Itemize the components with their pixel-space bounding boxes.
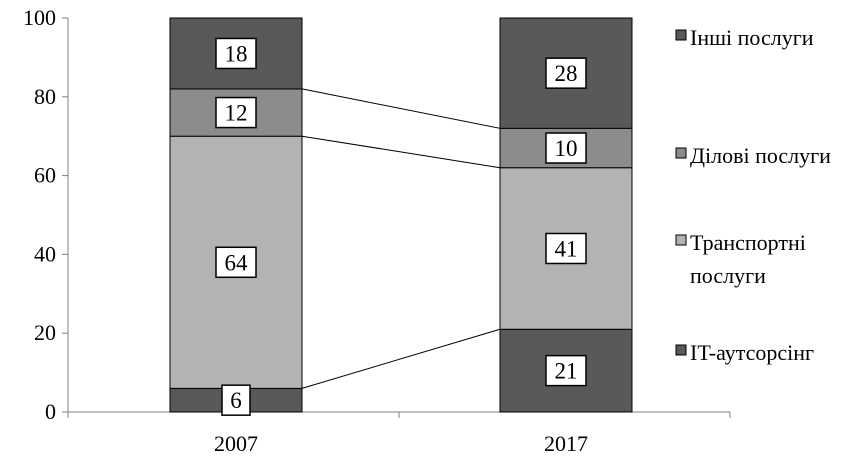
legend-swatch — [675, 344, 687, 356]
legend-swatch — [675, 234, 687, 246]
legend-label: Ділові послуги — [690, 143, 831, 168]
data-label: 10 — [555, 136, 578, 161]
y-tick-label: 60 — [34, 163, 56, 188]
x-tick-label: 2007 — [214, 431, 258, 455]
data-label: 6 — [230, 388, 242, 413]
legend-label: IT-аутсорсінг — [690, 340, 814, 365]
y-tick-label: 100 — [23, 5, 56, 30]
legend-swatch — [675, 29, 687, 41]
data-label-box — [545, 354, 587, 387]
data-label-box — [545, 232, 587, 265]
data-label: 64 — [225, 250, 249, 275]
y-tick-label: 40 — [34, 241, 56, 266]
y-tick-label: 80 — [34, 84, 56, 109]
data-label-box — [545, 57, 587, 89]
data-label: 28 — [555, 61, 578, 86]
data-label-box — [215, 37, 257, 70]
data-label: 18 — [225, 41, 248, 66]
data-label-box — [545, 132, 587, 164]
data-label: 12 — [225, 101, 248, 126]
legend-label: послуги — [690, 263, 766, 288]
y-tick-label: 20 — [34, 320, 56, 345]
x-tick-label: 2017 — [544, 431, 588, 455]
series-line — [301, 88, 501, 129]
legend-swatch — [675, 147, 687, 159]
data-label-box — [215, 246, 257, 279]
data-label: 41 — [555, 236, 578, 261]
series-line — [301, 328, 501, 389]
series-line — [301, 135, 501, 169]
data-label-box — [221, 384, 251, 416]
legend-label: Транспортні — [690, 230, 806, 255]
data-label-box — [215, 96, 257, 129]
legend-label: Інші послуги — [690, 25, 814, 50]
y-tick-label: 0 — [45, 399, 56, 424]
data-label: 21 — [555, 359, 578, 384]
